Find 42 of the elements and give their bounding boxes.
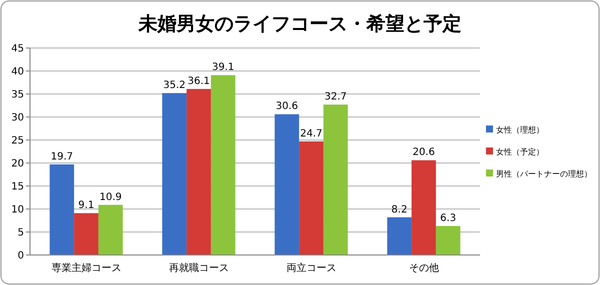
data-label: 24.7: [300, 128, 322, 140]
bar: [186, 88, 211, 255]
data-label: 6.3: [440, 213, 456, 224]
data-label: 39.1: [212, 62, 234, 74]
bar: [98, 204, 123, 255]
bar: [74, 213, 98, 255]
legend-label: 女性（予定）: [496, 147, 544, 156]
data-label: 10.9: [99, 192, 122, 203]
y-tick-label: 45: [11, 44, 24, 54]
y-tick-label: 40: [11, 66, 24, 78]
chart-title: 未婚男女のライフコース・希望と予定: [138, 13, 462, 35]
y-tick-label: 35: [11, 90, 24, 100]
x-tick-label: 再就職コース: [168, 262, 229, 274]
legend-label: 男性（パートナーの理想）: [496, 169, 592, 178]
bar: [387, 217, 412, 255]
bar: [436, 226, 460, 255]
legend-label: 女性（理想）: [496, 125, 544, 134]
data-label: 30.6: [276, 101, 298, 112]
y-tick-label: 15: [11, 182, 24, 192]
bar: [323, 104, 348, 255]
bar: [299, 141, 324, 255]
bar: [162, 93, 187, 255]
y-tick-label: 20: [11, 158, 24, 170]
x-tick-label: 専業主婦コース: [51, 262, 122, 274]
y-tick-label: 0: [18, 250, 24, 262]
x-tick-label: 両立コース: [286, 262, 336, 274]
data-label: 8.2: [391, 204, 408, 216]
data-label: 36.1: [188, 76, 210, 87]
bar: [274, 114, 300, 255]
data-label: 9.1: [78, 200, 94, 212]
y-tick-label: 30: [11, 112, 24, 124]
y-tick-label: 5: [18, 228, 24, 238]
data-label: 19.7: [50, 151, 74, 162]
x-tick-label: その他: [408, 262, 439, 274]
y-tick-label: 10: [11, 204, 24, 216]
data-label: 20.6: [412, 147, 435, 158]
y-tick-label: 25: [11, 136, 24, 146]
data-label: 35.2: [163, 80, 186, 92]
data-label: 32.7: [324, 92, 347, 103]
bar: [50, 164, 74, 255]
bar: [210, 75, 236, 255]
bar: [412, 160, 436, 255]
